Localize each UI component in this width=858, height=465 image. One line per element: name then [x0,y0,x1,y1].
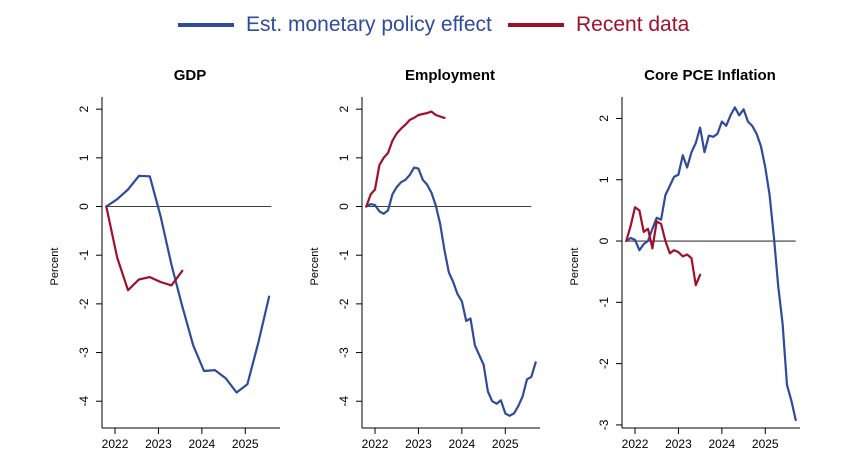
y-axis-label: Percent [569,248,581,286]
x-tick-label: 2024 [449,437,476,451]
y-tick-label: -1 [77,250,91,261]
legend-item-recent: Recent data [508,10,689,40]
x-tick-label: 2025 [232,437,259,451]
y-axis-label: Percent [309,248,321,286]
y-axis-label: Percent [49,248,61,286]
series-line-policy-effect [625,106,797,422]
y-tick-label: 1 [77,154,91,161]
series-line-recent-data [625,206,702,287]
legend-label-policy: Est. monetary policy effect [246,13,492,36]
y-tick-label: 1 [597,176,611,183]
x-tick-label: 2023 [145,437,172,451]
x-tick-label: 2024 [709,437,736,451]
y-tick-label: 2 [77,106,91,113]
x-tick-label: 2025 [492,437,519,451]
y-tick-label: -1 [597,297,611,308]
y-tick-label: -2 [77,298,91,309]
x-tick-label: 2022 [362,437,389,451]
y-tick-label: -4 [77,396,91,407]
legend-item-policy: Est. monetary policy effect [178,10,492,40]
x-tick-label: 2022 [102,437,129,451]
y-tick-label: -2 [337,298,351,309]
series-line-recent-data [365,110,446,208]
series-line-recent-data [105,205,184,292]
x-tick-label: 2022 [622,437,649,451]
y-tick-label: 0 [337,203,351,210]
chart-panel-3: Core PCE Inflation 2 1 0 -1 -2 -3 2022 2023 2024 2… [569,67,800,451]
y-tick-label: -3 [77,347,91,358]
y-tick-label: 1 [337,154,351,161]
x-tick-label: 2023 [665,437,692,451]
series-line-policy-effect [365,166,537,417]
y-tick-label: 0 [77,203,91,210]
series-line-policy-effect [105,174,271,394]
x-tick-label: 2023 [405,437,432,451]
y-tick-label: -2 [597,358,611,369]
chart-title: GDP [174,67,207,84]
x-tick-label: 2025 [752,437,779,451]
y-tick-label: -4 [337,396,351,407]
chart-title: Core PCE Inflation [644,67,776,84]
y-tick-label: 0 [597,237,611,244]
y-tick-label: 2 [597,115,611,122]
x-tick-label: 2024 [189,437,216,451]
chart-panel-2: Employment 2 1 0 -1 -2 -3 -4 2022 2023 2024 2025 Per… [309,67,540,451]
legend: Est. monetary policy effect Recent data [0,10,858,40]
legend-swatch-policy [178,23,234,27]
y-tick-label: -1 [337,250,351,261]
chart-title: Employment [405,67,495,84]
chart-panel-1: GDP 2 1 0 -1 -2 -3 -4 2022 2023 2024 2025 Percent [49,67,280,451]
y-tick-label: 2 [337,106,351,113]
y-tick-label: -3 [597,419,611,430]
legend-swatch-recent [508,23,564,27]
y-tick-label: -3 [337,347,351,358]
legend-label-recent: Recent data [576,13,690,36]
